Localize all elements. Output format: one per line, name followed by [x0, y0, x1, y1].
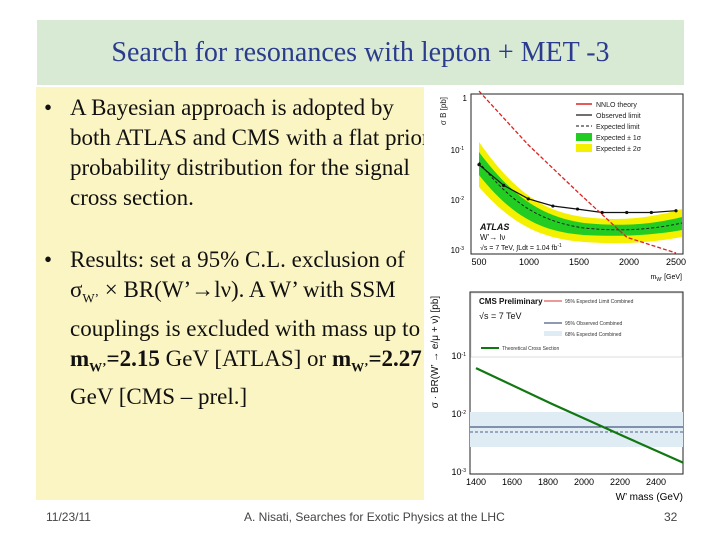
cms-xtick-2: 1800 — [538, 477, 558, 487]
atlas-ytick-3: 10-3 — [451, 246, 465, 255]
cms-legend-label-0: 95% Expected Limit Combined — [565, 299, 634, 305]
atlas-observed-point — [502, 183, 506, 187]
slide-title: Search for resonances with lepton + MET … — [111, 36, 610, 68]
mw-symbol-2: m — [331, 345, 352, 371]
legend-label-2sigma: Expected ± 2σ — [596, 146, 642, 153]
bullet-item-1: • A Bayesian approach is adopted by both… — [44, 93, 430, 213]
cms-xtick-4: 2200 — [610, 477, 630, 487]
legend-label-theory: NNLO theory — [596, 102, 637, 109]
sigma-symbol: σ — [70, 277, 83, 302]
atlas-band-1sigma — [479, 152, 682, 236]
atlas-ytick-2: 10-2 — [451, 196, 465, 205]
atlas-annotation-channel: W’→ lν — [480, 233, 505, 242]
cms-xtick-5: 2400 — [646, 477, 666, 487]
atlas-observed-point — [551, 204, 555, 208]
mw-value-1: =2.15 — [106, 345, 160, 371]
cms-theory-line — [475, 367, 684, 464]
atlas-observed-point — [600, 210, 604, 215]
mw-value-2: =2.27 — [368, 345, 422, 371]
atlas-plot: σ B [pb] NNLO theory Observed limit Expe… — [424, 87, 686, 297]
atlas-ytick-1: 10-1 — [451, 146, 465, 155]
atlas-xtick-0: 500 — [471, 257, 486, 267]
atlas-ylabel: σ B [pb] — [439, 97, 448, 125]
mw-symbol-1: m — [70, 345, 90, 371]
bullet-symbol: • — [44, 95, 53, 120]
atlas-xtick-2: 1500 — [569, 257, 589, 267]
legend-label-1sigma: Expected ± 1σ — [596, 135, 642, 142]
atlas-xtick-3: 2000 — [619, 257, 639, 267]
cms-ytick-1: 10-2 — [452, 409, 467, 419]
footer-page: 32 — [664, 510, 678, 524]
cms-xtick-1: 1600 — [502, 477, 522, 487]
bullet-item-2: • Results: set a 95% C.L. exclusion of σ… — [44, 245, 430, 412]
atlas-observed-point — [649, 210, 653, 215]
mw-sub-1: W’ — [89, 359, 107, 375]
atlas-ytick-0: 1 — [463, 94, 468, 103]
cms-legend: CMS Preliminary √s = 7 TeV 95% Expected … — [470, 292, 683, 358]
mw-sub-2: W’ — [351, 359, 369, 375]
title-bar: Search for resonances with lepton + MET … — [37, 20, 684, 85]
cms-x-ticks: 1400 1600 1800 2000 2200 2400 — [466, 477, 666, 487]
atlas-xlabel: mW’ [GeV] — [650, 274, 682, 283]
cms-legend-label-2: 68% Expected Combined — [565, 332, 622, 338]
cms-legend-sub: √s = 7 TeV — [479, 311, 522, 321]
atlas-x-ticks: 500 1000 1500 2000 2500 — [471, 257, 686, 267]
cms-legend-label-1: 95% Observed Combined — [565, 321, 622, 327]
bullet-text-2: Results: set a 95% C.L. exclusion of σW’… — [70, 245, 430, 412]
atlas-xtick-1: 1000 — [519, 257, 539, 267]
arrow-symbol: → — [191, 277, 215, 302]
cms-ylabel: σ · BR(W’ → e/μ + ν) [pb] — [430, 296, 441, 409]
cms-xtick-3: 2000 — [574, 477, 594, 487]
legend-swatch-2sigma — [576, 144, 592, 152]
cms-legend-swatch-2 — [544, 331, 562, 336]
atlas-observed-point — [477, 163, 481, 167]
atlas-xtick-4: 2500 — [666, 257, 686, 267]
atlas-observed-point — [526, 197, 530, 201]
bullet-text-1: A Bayesian approach is adopted by both A… — [70, 95, 430, 210]
atlas-legend: NNLO theory Observed limit Expected limi… — [576, 102, 642, 153]
bullet-2-lead: Results: set a 95% C.L. exclusion of — [70, 247, 405, 272]
cms-legend-label-3: Theoretical Cross Section — [502, 346, 559, 352]
atlas-observed-point — [625, 210, 629, 215]
legend-label-observed: Observed limit — [596, 113, 641, 120]
cms-y-ticks: 10-1 10-2 10-3 — [452, 351, 467, 477]
plots-figure: σ B [pb] NNLO theory Observed limit Expe… — [424, 87, 686, 507]
gev-cms-text: GeV [CMS – prel.] — [70, 384, 248, 410]
footer-date: 11/23/11 — [46, 510, 91, 524]
content-box: • A Bayesian approach is adopted by both… — [36, 87, 430, 500]
lnu-text: lν). A W’ with SSM couplings is excluded… — [70, 277, 421, 341]
atlas-y-ticks: 1 10-1 10-2 10-3 — [451, 94, 468, 255]
cms-plot: σ · BR(W’ → e/μ + ν) [pb] CMS Preliminar… — [424, 285, 686, 507]
gev-atlas-text: GeV [ATLAS] or — [159, 345, 332, 371]
footer-center: A. Nisati, Searches for Exotic Physics a… — [244, 510, 505, 524]
legend-label-expected: Expected limit — [596, 124, 640, 131]
cms-ytick-0: 10-1 — [452, 351, 467, 361]
legend-swatch-1sigma — [576, 133, 592, 141]
atlas-observed-point — [575, 207, 580, 211]
atlas-frame — [470, 93, 684, 255]
sigma-sub: W’ — [82, 290, 100, 306]
cms-legend-title: CMS Preliminary — [479, 297, 543, 306]
atlas-observed-points — [477, 163, 678, 215]
cms-xtick-0: 1400 — [466, 477, 486, 487]
atlas-expected-line — [478, 161, 683, 231]
cms-xlabel: W’ mass (GeV) — [616, 492, 683, 503]
times-text: × BR(W’ — [99, 277, 192, 302]
cms-expected-band — [470, 412, 683, 447]
atlas-annotation-lumi: √s = 7 TeV, ∫Ldt = 1.04 fb-1 — [480, 243, 562, 252]
atlas-annotation-atlas: ATLAS — [479, 222, 509, 232]
atlas-observed-point — [674, 209, 678, 213]
cms-ytick-2: 10-3 — [452, 467, 467, 477]
atlas-theory-line — [478, 90, 677, 254]
bullet-symbol: • — [44, 247, 53, 272]
